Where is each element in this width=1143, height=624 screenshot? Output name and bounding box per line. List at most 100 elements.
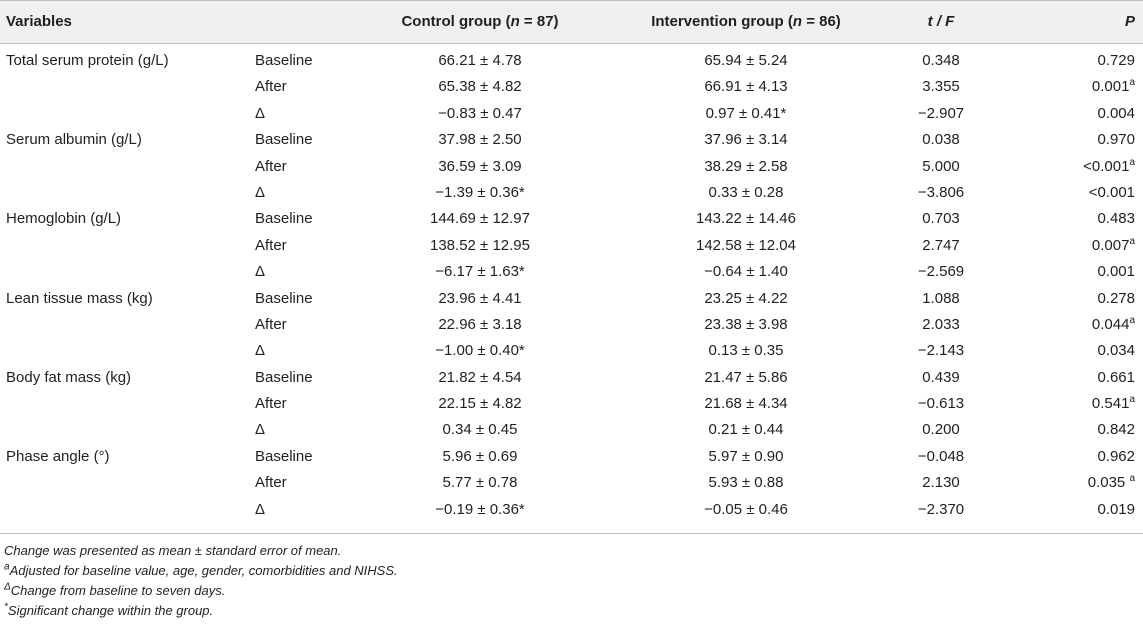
cell-timepoint: After <box>255 157 287 175</box>
cell-intervention: 0.97 ± 0.41* <box>705 104 787 122</box>
cell-t-f: 0.703 <box>922 210 960 228</box>
cell-timepoint: After <box>255 236 287 254</box>
footnote-adjusted: aAdjusted for baseline value, age, gende… <box>4 561 398 578</box>
cell-t-f: −2.569 <box>917 263 965 281</box>
cell-control: 37.98 ± 2.50 <box>438 131 522 149</box>
table-row: Lean tissue mass (kg) Baseline 23.96 ± 4.4… <box>0 286 1143 312</box>
cell-timepoint: Δ <box>255 421 266 439</box>
cell-control: −6.17 ± 1.63* <box>435 263 525 281</box>
cell-t-f: −0.048 <box>917 447 965 465</box>
cell-timepoint: Baseline <box>255 52 313 69</box>
cell-t-f: −2.370 <box>917 500 965 518</box>
table-row: Δ 0.34 ± 0.45 0.21 ± 0.44 0.200 0.842 <box>0 417 1143 443</box>
cell-control: 66.21 ± 4.78 <box>438 52 522 69</box>
cell-t-f: 1.088 <box>922 289 960 307</box>
cell-control: 36.59 ± 3.09 <box>438 157 522 175</box>
cell-p: 0.007a <box>1091 235 1135 254</box>
cell-control: 5.77 ± 0.78 <box>442 474 518 492</box>
cell-p: <0.001a <box>1083 156 1135 175</box>
cell-t-f: 0.200 <box>922 421 960 439</box>
cell-p: 0.661 <box>1097 368 1135 386</box>
cell-p: 0.962 <box>1097 447 1135 465</box>
cell-intervention: 37.96 ± 3.14 <box>704 131 788 149</box>
cell-variable: Hemoglobin (g/L) <box>6 210 122 228</box>
cell-timepoint: Δ <box>255 263 266 281</box>
cell-t-f: 2.747 <box>922 236 960 254</box>
footnote-mean-se: Change was presented as mean ± standard … <box>4 543 342 558</box>
cell-intervention: 66.91 ± 4.13 <box>704 78 788 96</box>
cell-p-superscript: a <box>1129 394 1135 406</box>
table-row: Serum albumin (g/L) Baseline 37.98 ± 2.50 3… <box>0 127 1143 153</box>
cell-timepoint: Δ <box>255 183 266 201</box>
table-row: Δ −0.19 ± 0.36* −0.05 ± 0.46 −2.370 0.019 <box>0 497 1143 523</box>
cell-timepoint: After <box>255 395 287 413</box>
cell-control: −1.00 ± 0.40* <box>435 342 525 360</box>
cell-p: 0.004 <box>1097 104 1135 122</box>
cell-variable: Total serum protein (g/L) <box>6 52 169 69</box>
cell-timepoint: Baseline <box>255 289 313 307</box>
cell-intervention: 5.97 ± 0.90 <box>708 447 784 465</box>
cell-variable: Body fat mass (kg) <box>6 368 132 386</box>
cell-p: 0.019 <box>1097 500 1135 518</box>
cell-p: 0.044a <box>1091 314 1135 333</box>
cell-control: 138.52 ± 12.95 <box>430 236 530 254</box>
cell-timepoint: Baseline <box>255 210 313 228</box>
cell-intervention: 23.38 ± 3.98 <box>704 315 788 333</box>
cell-p-superscript: a <box>1129 314 1135 326</box>
table-row: Δ −6.17 ± 1.63* −0.64 ± 1.40 −2.569 0.001 <box>0 259 1143 285</box>
cell-intervention: 23.25 ± 4.22 <box>704 289 788 307</box>
cell-p-superscript: a <box>1129 473 1135 485</box>
cell-t-f: 0.348 <box>922 52 960 69</box>
header-p: P <box>1124 13 1135 30</box>
cell-control: 0.34 ± 0.45 <box>442 421 518 439</box>
cell-intervention: −0.64 ± 1.40 <box>704 263 788 281</box>
table-row: After 138.52 ± 12.95 142.58 ± 12.04 2.747 0.… <box>0 233 1143 259</box>
cell-timepoint: Δ <box>255 342 266 360</box>
cell-t-f: 2.130 <box>922 474 960 492</box>
table-row: Δ −1.00 ± 0.40* 0.13 ± 0.35 −2.143 0.034 <box>0 338 1143 364</box>
cell-intervention: 0.33 ± 0.28 <box>708 183 784 201</box>
cell-control: 65.38 ± 4.82 <box>438 78 522 96</box>
cell-variable: Lean tissue mass (kg) <box>6 289 153 307</box>
cell-intervention: 143.22 ± 14.46 <box>696 210 796 228</box>
cell-intervention: 0.21 ± 0.44 <box>708 421 784 439</box>
cell-intervention: 38.29 ± 2.58 <box>704 157 788 175</box>
cell-t-f: −2.143 <box>917 342 965 360</box>
cell-p-superscript: a <box>1129 156 1135 168</box>
cell-p: 0.035 a <box>1087 473 1135 492</box>
cell-p: 0.842 <box>1097 421 1135 439</box>
table-row: Phase angle (°) Baseline 5.96 ± 0.69 5.97 ±… <box>0 444 1143 470</box>
cell-p: 0.541a <box>1091 394 1135 413</box>
cell-control: 22.15 ± 4.82 <box>438 395 522 413</box>
cell-control: 23.96 ± 4.41 <box>438 289 522 307</box>
table-row: Body fat mass (kg) Baseline 21.82 ± 4.54 21… <box>0 365 1143 391</box>
cell-timepoint: Baseline <box>255 447 313 465</box>
cell-intervention: 142.58 ± 12.04 <box>696 236 796 254</box>
table-row: Total serum protein (g/L) Baseline 66.21 ±… <box>0 48 1143 74</box>
cell-intervention: 21.47 ± 5.86 <box>704 368 788 386</box>
cell-control: −0.83 ± 0.47 <box>438 104 522 122</box>
cell-p: <0.001 <box>1088 183 1135 201</box>
table-footnotes: Change was presented as mean ± standard … <box>4 541 398 621</box>
cell-t-f: −0.613 <box>917 395 965 413</box>
cell-t-f: 2.033 <box>922 315 960 333</box>
cell-timepoint: After <box>255 78 287 96</box>
cell-intervention: 5.93 ± 0.88 <box>708 474 784 492</box>
cell-control: 22.96 ± 3.18 <box>438 315 522 333</box>
header-t-f: t / F <box>927 13 955 30</box>
cell-timepoint: After <box>255 474 287 492</box>
cell-p: 0.483 <box>1097 210 1135 228</box>
table-bottom-rule <box>0 533 1143 534</box>
footnote-delta: ΔChange from baseline to seven days. <box>4 581 226 598</box>
cell-t-f: −2.907 <box>917 104 965 122</box>
cell-timepoint: Δ <box>255 104 266 122</box>
cell-p: 0.001 <box>1097 263 1135 281</box>
cell-timepoint: Δ <box>255 500 266 518</box>
cell-p: 0.970 <box>1097 131 1135 149</box>
table-row: After 65.38 ± 4.82 66.91 ± 4.13 3.355 0.001a <box>0 74 1143 100</box>
cell-p: 0.278 <box>1097 289 1135 307</box>
cell-intervention: 65.94 ± 5.24 <box>704 52 788 69</box>
cell-p-superscript: a <box>1129 77 1135 89</box>
cell-p: 0.729 <box>1097 52 1135 69</box>
cell-t-f: −3.806 <box>917 183 965 201</box>
